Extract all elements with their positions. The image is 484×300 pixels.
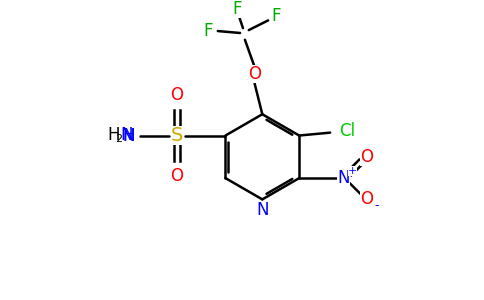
Text: Cl: Cl <box>339 122 356 140</box>
Text: O: O <box>170 86 183 104</box>
Text: O: O <box>248 64 261 82</box>
Text: F: F <box>203 22 213 40</box>
Text: S: S <box>171 126 183 145</box>
Text: N: N <box>122 127 135 145</box>
Text: N: N <box>337 169 350 187</box>
Text: H: H <box>107 126 120 144</box>
Text: O: O <box>361 190 373 208</box>
Text: F: F <box>232 0 242 18</box>
Text: N: N <box>121 126 133 144</box>
Text: +: + <box>348 166 357 176</box>
Text: O: O <box>170 167 183 185</box>
Text: O: O <box>361 148 373 166</box>
Text: 2: 2 <box>116 134 122 144</box>
Text: N: N <box>256 201 269 219</box>
Text: -: - <box>374 199 379 212</box>
Text: F: F <box>271 7 281 25</box>
Text: H: H <box>122 127 135 145</box>
